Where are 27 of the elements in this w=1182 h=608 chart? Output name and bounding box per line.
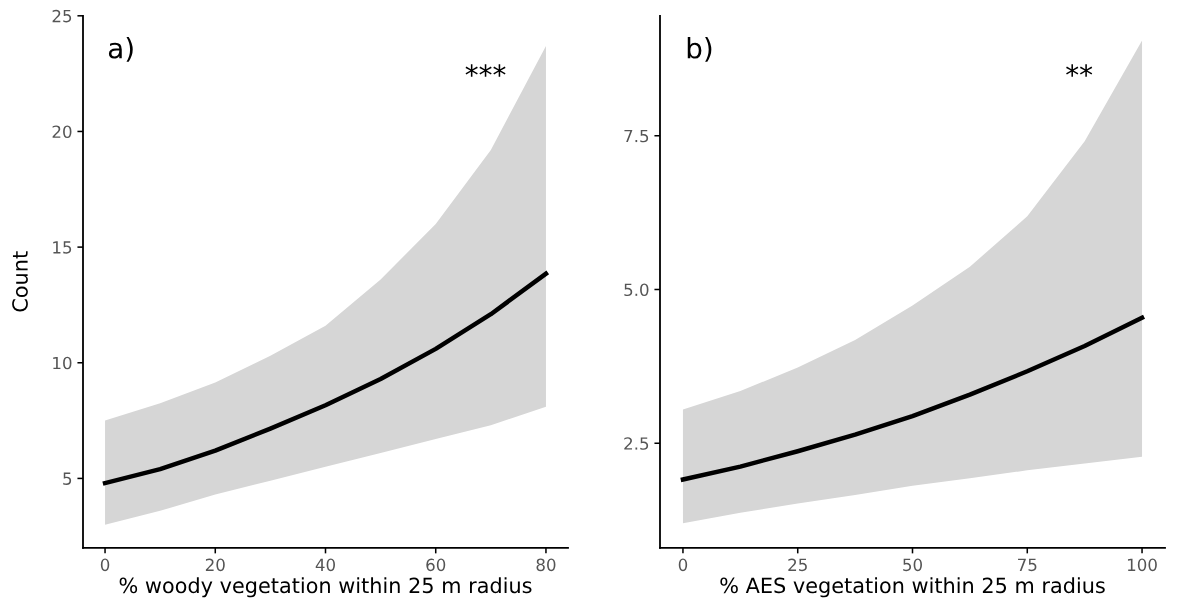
annotation: ** xyxy=(1066,64,1093,77)
x-tick-label: 20 xyxy=(205,558,225,572)
y-tick-label: 15 xyxy=(53,241,72,254)
y-tick-label: 5.0 xyxy=(624,283,649,297)
x-tick-label: 80 xyxy=(536,558,556,572)
annotation: a) xyxy=(108,37,133,62)
y-tick-label: 10 xyxy=(53,356,72,370)
y-tick-label: 5 xyxy=(63,472,72,485)
x-tick-label: 100 xyxy=(1127,558,1157,572)
x-axis-title: % AES vegetation within 25 m radius xyxy=(720,577,1105,598)
x-tick-label: 0 xyxy=(678,558,688,572)
line-series xyxy=(680,315,1145,482)
annotation: *** xyxy=(465,64,506,77)
x-tick-label: 50 xyxy=(903,558,922,572)
y-tick-label: 7.5 xyxy=(624,129,649,143)
y-axis-title: Count xyxy=(12,251,28,312)
y-tick-label: 25 xyxy=(52,9,72,23)
x-tick-label: 25 xyxy=(788,558,807,572)
x-axis-title: % woody vegetation within 25 m radius xyxy=(119,577,532,598)
x-tick-label: 60 xyxy=(426,558,446,572)
x-tick-label: 75 xyxy=(1018,558,1037,572)
line-series xyxy=(102,271,549,486)
x-tick-label: 0 xyxy=(100,558,110,572)
annotation: b) xyxy=(687,37,712,62)
y-tick-label: 20 xyxy=(52,125,72,139)
x-tick-label: 40 xyxy=(315,558,335,572)
y-tick-label: 2.5 xyxy=(624,437,649,450)
